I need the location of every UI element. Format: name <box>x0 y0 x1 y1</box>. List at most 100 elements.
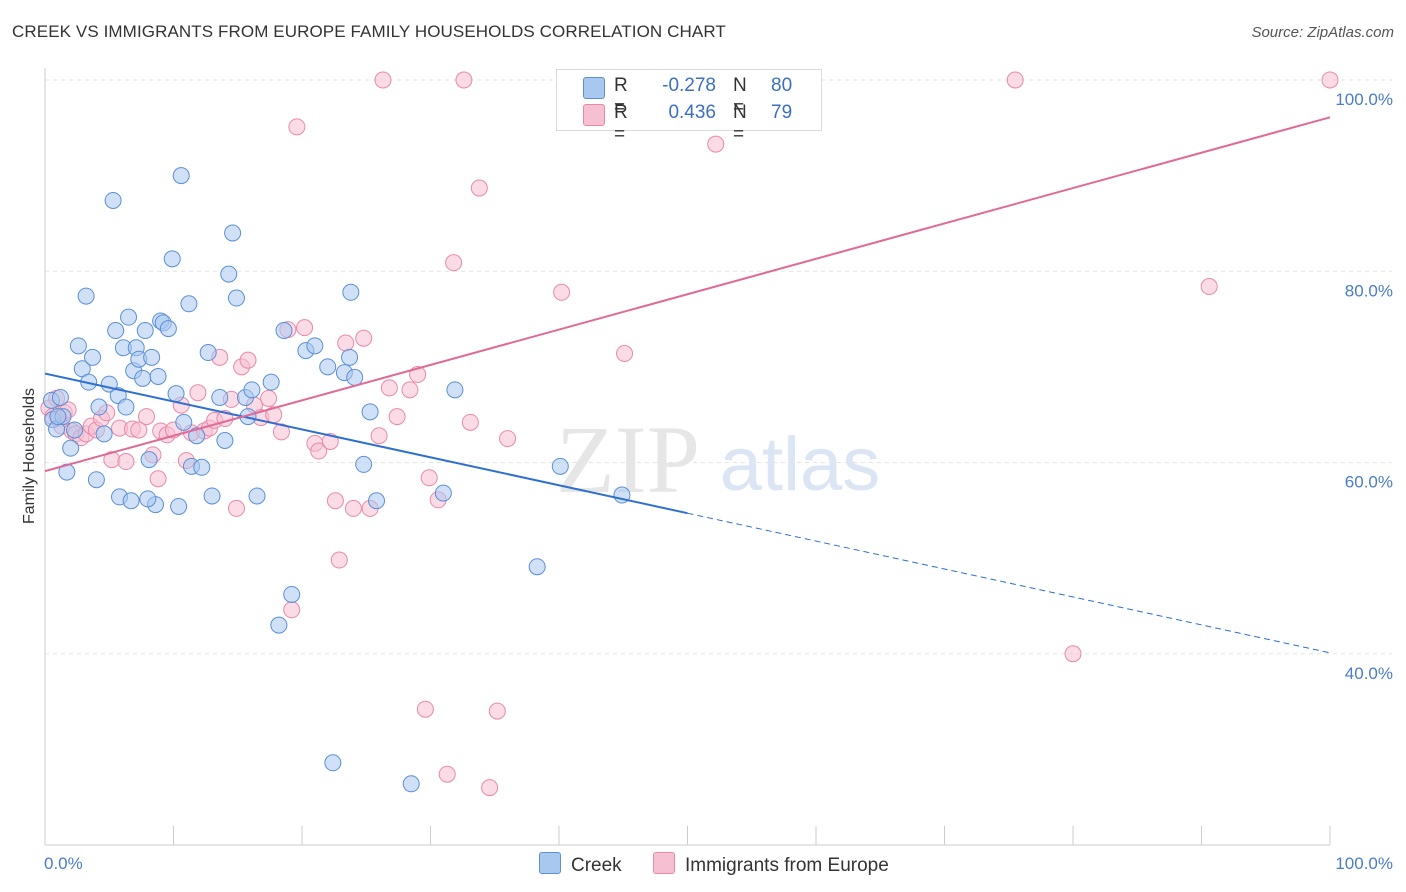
europe-point <box>117 453 135 471</box>
creek-point <box>69 337 87 355</box>
creek-point <box>87 471 105 489</box>
creek-point <box>120 308 138 326</box>
series-creek-points <box>42 167 631 793</box>
r-label: R = <box>614 102 628 145</box>
y-tick-label: 100.0% <box>1335 90 1393 109</box>
europe-point <box>445 254 463 272</box>
creek-point <box>346 368 364 386</box>
creek-trend-extension <box>687 512 1331 654</box>
creek-point <box>134 369 152 387</box>
europe-point <box>470 179 488 197</box>
creek-point <box>143 348 161 366</box>
creek-point <box>324 754 342 772</box>
creek-point <box>139 490 157 508</box>
europe-point <box>326 492 344 510</box>
creek-point <box>216 432 234 450</box>
creek-swatch <box>583 77 605 99</box>
europe-point <box>189 384 207 402</box>
creek-point <box>355 455 373 473</box>
trend-lines <box>44 116 1331 654</box>
creek-point <box>368 492 386 510</box>
creek-point <box>107 322 125 340</box>
creek-point <box>361 403 379 421</box>
series-immigrants-from-europe-points <box>40 71 1339 797</box>
creek-point <box>77 287 95 305</box>
creek-point <box>95 425 113 443</box>
europe-point <box>283 601 301 619</box>
creek-point <box>199 344 217 362</box>
europe-point <box>370 427 388 445</box>
creek-point <box>220 265 238 283</box>
creek-n-value: 80 <box>771 75 793 96</box>
europe-point <box>272 423 290 441</box>
europe-point <box>337 334 355 352</box>
creek-point <box>66 421 84 439</box>
europe-point <box>420 469 438 487</box>
y-tick-label: 80.0% <box>1345 281 1393 300</box>
europe-legend-swatch <box>653 852 675 874</box>
creek-trend-line <box>44 372 688 515</box>
europe-point <box>1064 645 1082 663</box>
creek-point <box>149 367 167 385</box>
watermark: ZIP atlas <box>556 406 880 513</box>
europe-r-value: 0.436 <box>668 102 716 123</box>
europe-point <box>260 389 278 407</box>
europe-point <box>149 470 167 488</box>
europe-point <box>499 430 517 448</box>
creek-point <box>434 484 452 502</box>
n-label: N = <box>733 102 747 145</box>
creek-point <box>248 487 266 505</box>
creek-point <box>528 558 546 576</box>
europe-point <box>416 700 434 718</box>
europe-swatch <box>583 104 605 126</box>
creek-point <box>193 458 211 476</box>
creek-legend-label: Creek <box>571 855 622 876</box>
creek-point <box>341 348 359 366</box>
europe-point <box>296 319 314 337</box>
europe-point <box>288 118 306 136</box>
creek-point <box>306 337 324 355</box>
x-tick-label: 0.0% <box>44 854 83 873</box>
creek-r-value: -0.278 <box>662 75 716 96</box>
creek-point <box>175 413 193 431</box>
europe-point <box>616 344 634 362</box>
x-tick-label: 100.0% <box>1335 854 1393 873</box>
europe-point <box>227 499 245 517</box>
europe-point <box>321 432 339 450</box>
europe-trend-line <box>44 116 1331 473</box>
chart-source: Source: ZipAtlas.com <box>1251 24 1394 41</box>
creek-point <box>136 322 154 340</box>
legend-item-creek: Creek <box>539 852 622 877</box>
creek-point <box>180 295 198 313</box>
europe-point <box>401 381 419 399</box>
creek-point <box>243 381 261 399</box>
creek-point <box>90 398 108 416</box>
europe-point <box>455 71 473 89</box>
europe-point <box>461 413 479 431</box>
europe-point <box>488 702 506 720</box>
europe-point <box>374 71 392 89</box>
europe-point <box>130 421 148 439</box>
europe-point <box>553 283 571 301</box>
europe-point <box>1006 71 1024 89</box>
y-axis-label: Family Households <box>21 388 38 524</box>
europe-legend-label: Immigrants from Europe <box>685 855 889 876</box>
europe-point <box>239 351 257 369</box>
creek-legend-swatch <box>539 852 561 874</box>
creek-point <box>104 191 122 209</box>
creek-point <box>117 398 135 416</box>
creek-point <box>172 167 190 185</box>
creek-point <box>140 451 158 469</box>
creek-point <box>402 775 420 793</box>
n-label: N = <box>733 75 747 118</box>
europe-point <box>380 379 398 397</box>
creek-point <box>62 439 80 457</box>
europe-point <box>438 765 456 783</box>
europe-n-value: 79 <box>771 102 793 123</box>
creek-point <box>167 385 185 403</box>
creek-point <box>275 322 293 340</box>
creek-point <box>342 283 360 301</box>
creek-point <box>224 224 242 242</box>
r-label: R = <box>614 75 628 118</box>
